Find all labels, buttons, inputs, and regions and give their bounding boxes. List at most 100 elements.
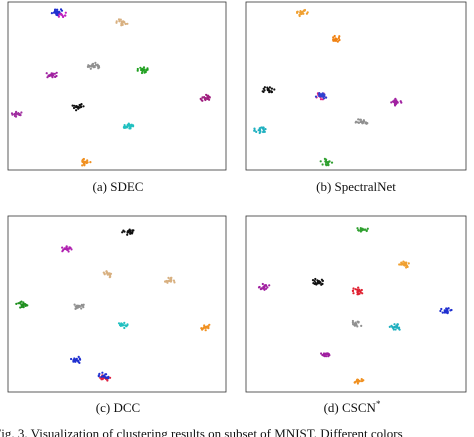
cluster-point (352, 323, 355, 326)
cluster-point (260, 287, 263, 290)
cluster-point (51, 72, 55, 75)
cluster-point (123, 21, 126, 24)
cluster-point (322, 93, 325, 96)
panel-frame (7, 1, 227, 171)
cluster-point (103, 273, 106, 276)
cluster-point (129, 232, 132, 235)
cluster-point (318, 93, 321, 96)
cluster-point (203, 324, 206, 327)
cluster-point (449, 309, 452, 312)
cluster-point (356, 227, 359, 230)
cluster-point (101, 371, 104, 374)
cluster-point (131, 231, 134, 234)
cluster-point (336, 40, 339, 43)
cluster-point (17, 112, 20, 115)
cluster-point (325, 355, 328, 358)
cluster-point (120, 20, 124, 24)
cluster-point (93, 65, 96, 69)
cluster-point (50, 74, 53, 77)
cluster-point (81, 164, 84, 167)
cluster-point (366, 227, 369, 230)
cluster-point (296, 10, 299, 14)
cluster-point (89, 67, 92, 70)
cluster-point (364, 121, 367, 124)
cluster-point (19, 301, 22, 304)
cluster-point (338, 38, 341, 42)
cluster-point (352, 292, 355, 295)
cluster-point (311, 279, 315, 282)
cluster-point (129, 125, 132, 128)
cluster-point (96, 63, 99, 66)
cluster-point (270, 91, 273, 94)
cluster-point (94, 63, 98, 67)
cluster-point (15, 113, 18, 116)
cluster-point (263, 285, 266, 288)
cluster-point (126, 22, 129, 25)
cluster-point (107, 273, 110, 276)
cluster-point (86, 159, 89, 162)
scatter-points (10, 8, 453, 385)
cluster-point (167, 276, 170, 279)
cluster-point (362, 119, 365, 122)
cluster-point (265, 284, 268, 287)
cluster-point (338, 35, 341, 38)
cluster-point (314, 95, 318, 98)
cluster-point (100, 378, 103, 381)
cluster-point (440, 307, 443, 311)
cluster-point (268, 89, 271, 92)
cluster-point (123, 326, 126, 330)
cluster-point (54, 8, 57, 11)
cluster-point (136, 69, 139, 72)
cluster-point (337, 36, 340, 40)
cluster-point (398, 328, 401, 331)
cluster-point (140, 68, 143, 71)
cluster-point (64, 11, 67, 14)
cluster-point (390, 324, 393, 327)
cluster-point (396, 101, 399, 104)
caption-text: (d) CSCN (324, 400, 377, 415)
cluster-point (164, 280, 168, 283)
cluster-point (270, 87, 273, 90)
cluster-point (124, 126, 127, 129)
cluster-point (75, 105, 78, 108)
cluster-point (325, 163, 328, 166)
cluster-point (11, 113, 14, 116)
cluster-point (405, 261, 408, 264)
cluster-point (75, 109, 78, 112)
cluster-point (263, 86, 266, 89)
cluster-point (13, 114, 17, 118)
cluster-point (356, 288, 359, 291)
cluster-point (61, 15, 64, 18)
cluster-point (301, 11, 304, 15)
cluster-point (444, 309, 448, 313)
cluster-point (305, 12, 308, 15)
cluster-point (357, 118, 360, 121)
cluster-point (264, 128, 267, 131)
cluster-point (97, 67, 100, 70)
cluster-point (355, 323, 358, 326)
cluster-point (86, 161, 89, 164)
panel-caption: (b) SpectralNet (316, 179, 396, 194)
panel-frame (7, 215, 227, 393)
cluster-point (445, 307, 448, 310)
cluster-point (96, 65, 99, 68)
cluster-point (313, 280, 316, 283)
cluster-point (55, 71, 58, 74)
cluster-point (319, 98, 323, 101)
cluster-point (123, 321, 126, 324)
cluster-point (358, 118, 362, 121)
cluster-point (115, 20, 118, 23)
cluster-point (207, 327, 210, 330)
cluster-point (257, 286, 261, 289)
cluster-point (360, 324, 363, 327)
cluster-point (136, 67, 139, 71)
cluster-point (441, 311, 444, 314)
cluster-point (204, 326, 207, 329)
cluster-point (321, 163, 324, 166)
cluster-point (105, 270, 108, 273)
cluster-point (207, 97, 210, 100)
cluster-point (360, 120, 363, 123)
cluster-point (319, 160, 322, 163)
cluster-point (351, 321, 354, 324)
